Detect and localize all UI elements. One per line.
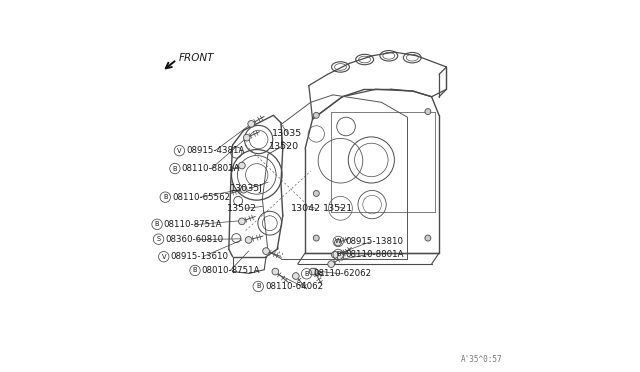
Circle shape [309,268,316,275]
Text: 08110-65562: 08110-65562 [172,193,230,202]
Text: B: B [163,194,168,200]
Text: 08010-8751A: 08010-8751A [202,266,260,275]
Circle shape [425,109,431,115]
Text: 13042: 13042 [291,204,321,213]
Text: 08110-62062: 08110-62062 [314,269,371,278]
Text: B: B [173,166,177,171]
Text: A'35^0:57: A'35^0:57 [461,355,502,364]
Text: 13520: 13520 [269,142,299,151]
Circle shape [245,237,252,243]
Circle shape [248,121,255,127]
Text: 13521: 13521 [323,204,353,213]
Circle shape [311,268,318,275]
Text: FRONT: FRONT [179,53,214,62]
Text: 08915-4381A: 08915-4381A [186,146,244,155]
Circle shape [335,239,341,246]
Text: V: V [177,148,182,154]
Text: B: B [155,221,159,227]
Circle shape [314,190,319,196]
Text: S: S [157,236,161,242]
Circle shape [332,251,338,258]
Text: B: B [256,283,260,289]
Circle shape [262,248,269,254]
Circle shape [337,253,344,260]
Text: B: B [193,267,197,273]
Text: 08110-64062: 08110-64062 [265,282,323,291]
Circle shape [314,112,319,118]
Text: 08915-13610: 08915-13610 [170,252,228,261]
Text: V: V [161,254,166,260]
Text: 13035J: 13035J [230,184,263,193]
Text: B: B [336,251,340,257]
Circle shape [239,218,245,225]
Text: 08110-8801A: 08110-8801A [345,250,403,259]
Text: 13502: 13502 [227,204,257,213]
Circle shape [243,134,250,141]
Circle shape [328,261,335,267]
Text: 13035: 13035 [271,129,302,138]
Circle shape [314,235,319,241]
Text: B: B [305,271,309,277]
Circle shape [239,162,245,169]
Text: 08110-8801A: 08110-8801A [182,164,240,173]
Text: 08360-60810: 08360-60810 [165,235,223,244]
Circle shape [292,273,299,279]
Text: 08110-8751A: 08110-8751A [164,220,222,229]
Text: W: W [335,238,342,244]
Circle shape [241,186,247,193]
Circle shape [425,235,431,241]
Circle shape [272,268,278,275]
Text: 08915-13810: 08915-13810 [345,237,403,246]
